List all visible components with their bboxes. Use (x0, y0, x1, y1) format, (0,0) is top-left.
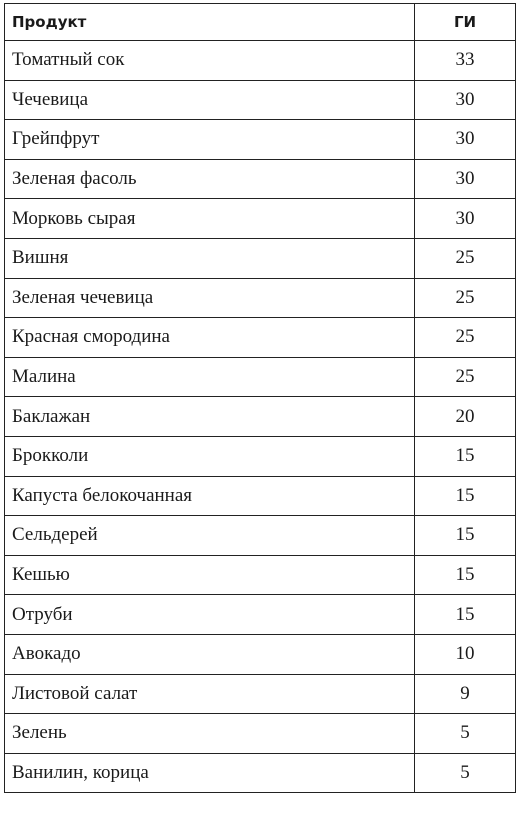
product-name-cell: Морковь сырая (4, 198, 415, 239)
table-row: Отруби 15 (4, 594, 516, 635)
product-name-cell: Авокадо (4, 633, 415, 675)
gi-value-cell: 30 (414, 198, 516, 239)
table-row: Листовой салат 9 (4, 673, 516, 715)
gi-value-cell: 30 (414, 119, 516, 160)
product-name-cell: Ванилин, корица (4, 752, 415, 794)
table-row: Капуста белокочанная 15 (4, 475, 516, 517)
gi-value-cell: 33 (414, 40, 516, 81)
gi-value-cell: 15 (414, 435, 516, 477)
product-name-cell: Брокколи (4, 435, 415, 477)
table-row: Вишня 25 (4, 237, 516, 279)
product-name-cell: Капуста белокочанная (4, 475, 415, 517)
table-row: Грейпфрут 30 (4, 119, 516, 160)
gi-value-cell: 15 (414, 594, 516, 635)
product-name-cell: Отруби (4, 594, 415, 635)
product-name-cell: Баклажан (4, 396, 415, 437)
table-row: Ванилин, корица 5 (4, 752, 516, 794)
product-name-cell: Зеленая чечевица (4, 277, 415, 319)
gi-value-cell: 10 (414, 633, 516, 675)
table-row: Зеленая фасоль 30 (4, 158, 516, 200)
gi-value-cell: 30 (414, 158, 516, 200)
product-name-cell: Чечевица (4, 79, 415, 121)
gi-value-cell: 15 (414, 475, 516, 517)
gi-value-cell: 15 (414, 554, 516, 596)
gi-value-cell: 15 (414, 515, 516, 556)
table-row: Брокколи 15 (4, 435, 516, 477)
glycemic-index-table: Продукт ГИ Томатный сок 33 Чечевица 30 Грейп… (4, 3, 516, 794)
table-row: Кешью 15 (4, 554, 516, 596)
gi-value-cell: 25 (414, 317, 516, 358)
product-name-cell: Томатный сок (4, 40, 415, 81)
table-row: Морковь сырая 30 (4, 198, 516, 239)
product-name-cell: Вишня (4, 237, 415, 279)
gi-value-cell: 30 (414, 79, 516, 121)
table-header-row: Продукт ГИ (4, 3, 516, 41)
table-row: Чечевица 30 (4, 79, 516, 121)
table-row: Сельдерей 15 (4, 515, 516, 556)
product-name-cell: Грейпфрут (4, 119, 415, 160)
table-row: Зеленая чечевица 25 (4, 277, 516, 319)
product-name-cell: Малина (4, 356, 415, 398)
table-row: Баклажан 20 (4, 396, 516, 437)
gi-value-cell: 25 (414, 237, 516, 279)
gi-value-cell: 25 (414, 277, 516, 319)
product-name-cell: Зелень (4, 713, 415, 754)
product-name-cell: Зеленая фасоль (4, 158, 415, 200)
gi-value-cell: 5 (414, 713, 516, 754)
product-name-cell: Сельдерей (4, 515, 415, 556)
gi-value-cell: 5 (414, 752, 516, 794)
table-body: Томатный сок 33 Чечевица 30 Грейпфрут 30 Зелен… (4, 40, 516, 794)
table-row: Малина 25 (4, 356, 516, 398)
table-row: Авокадо 10 (4, 633, 516, 675)
product-name-cell: Красная смородина (4, 317, 415, 358)
gi-value-cell: 25 (414, 356, 516, 398)
table-row: Красная смородина 25 (4, 317, 516, 358)
column-header-gi: ГИ (414, 3, 516, 41)
gi-value-cell: 20 (414, 396, 516, 437)
table-row: Зелень 5 (4, 713, 516, 754)
table-row: Томатный сок 33 (4, 40, 516, 81)
column-header-product: Продукт (4, 3, 415, 41)
product-name-cell: Кешью (4, 554, 415, 596)
gi-value-cell: 9 (414, 673, 516, 715)
product-name-cell: Листовой салат (4, 673, 415, 715)
